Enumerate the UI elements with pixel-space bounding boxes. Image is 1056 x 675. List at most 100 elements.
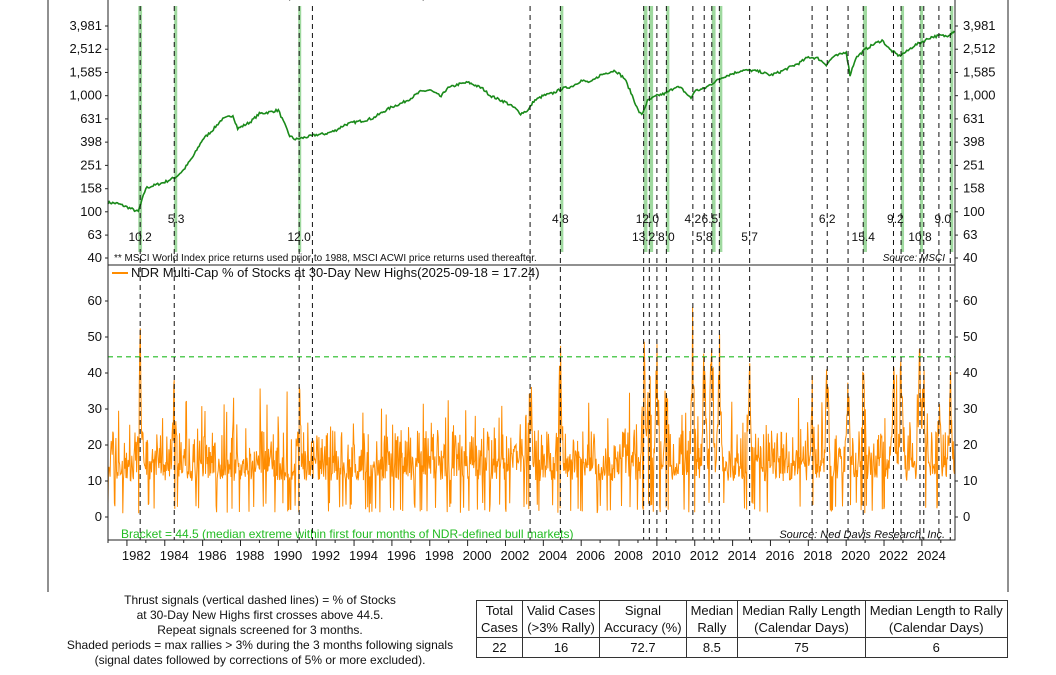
bot-ytick-right-0: 0 [963, 509, 970, 524]
top-ytick-left-9: 63 [88, 227, 102, 242]
top-ytick-right-7: 158 [963, 181, 985, 196]
xtick-label-7: 1996 [387, 548, 416, 563]
top-title: Global Stock Price Index** (2025-09-18 =… [130, 0, 427, 1]
xtick-label-20: 2022 [879, 548, 908, 563]
bot-ytick-right-3: 30 [963, 401, 977, 416]
top-ytick-left-8: 100 [80, 204, 102, 219]
top-ytick-right-10: 40 [963, 250, 977, 265]
shaded-period-top-1 [174, 6, 178, 252]
rally-label-8: 6.5 [702, 212, 719, 226]
bot-ytick-right-4: 40 [963, 365, 977, 380]
bot-ytick-left-2: 20 [88, 437, 102, 452]
note-line-4: Shaded periods = max rallies > 3% during… [66, 638, 454, 652]
rally-label-7: 4.2 [685, 212, 702, 226]
top-ytick-right-3: 1,000 [963, 88, 996, 103]
top-ytick-right-1: 2,512 [963, 41, 996, 56]
bot-ytick-left-0: 0 [95, 509, 102, 524]
header-median-rally: Median Rally [685, 600, 739, 638]
header-total-cases: Total Cases [476, 600, 523, 638]
xtick-label-18: 2018 [803, 548, 832, 563]
shaded-period-top-6 [666, 6, 670, 252]
rally-label-4: 12.0 [636, 212, 660, 226]
note-line-3: Repeat signals screened for 3 months. [157, 623, 363, 637]
xtick-label-4: 1990 [273, 548, 302, 563]
rally-label-9: 5.8 [696, 230, 713, 244]
chart-area: 3,981 3,981 2,512 2,512 1,585 1,585 1,000 1,000… [47, 0, 1009, 592]
xtick-label-17: 2016 [765, 548, 794, 563]
xtick-label-14: 2010 [652, 548, 681, 563]
note-line-1: Thrust signals (vertical dashed lines) =… [124, 593, 396, 607]
rally-label-6: 8.0 [658, 230, 675, 244]
outer-frame [47, 0, 1009, 592]
bot-ytick-left-5: 50 [88, 329, 102, 344]
top-ytick-left-5: 398 [80, 134, 102, 149]
shaded-period-top-5 [649, 6, 654, 252]
top-ytick-left-10: 40 [88, 250, 102, 265]
bot-ytick-left-3: 30 [88, 401, 102, 416]
axes: 1982 1984 1986 1988 1990 1992 1994 1996 1998 2000… [47, 0, 1009, 592]
shaded-periods [138, 6, 954, 252]
threshold-label: Bracket = 44.5 (median extreme within fi… [121, 527, 574, 541]
top-ytick-right-2: 1,585 [963, 64, 996, 79]
bot-ytick-right-5: 50 [963, 329, 977, 344]
top-ytick-right-6: 251 [963, 157, 985, 172]
shaded-period-top-11 [919, 6, 923, 252]
rally-label-11: 6.2 [819, 212, 836, 226]
top-ytick-right-5: 398 [963, 134, 985, 149]
header-valid-cases: Valid Cases (>3% Rally) [521, 600, 601, 638]
value-signal-accuracy: 72.7 [599, 637, 687, 658]
value-median-rally: 8.5 [685, 637, 739, 658]
shaded-period-top-10 [901, 6, 905, 252]
shaded-period-top-9 [863, 6, 867, 252]
top-ytick-left-1: 2,512 [69, 41, 102, 56]
shaded-period-top-4 [643, 6, 648, 252]
xtick-label-10: 2002 [500, 548, 529, 563]
plot-frame [107, 0, 956, 541]
header-median-rally-length: Median Rally Length (Calendar Days) [737, 600, 866, 638]
xtick-label-9: 2000 [463, 548, 492, 563]
bottom-panel: 0 0 10 10 20 20 30 30 40 40 50 50 60 60 NDR Multi-Cap … [88, 265, 978, 541]
xtick-label-21: 2024 [917, 548, 946, 563]
top-ytick-left-3: 1,000 [69, 88, 102, 103]
xtick-label-12: 2006 [576, 548, 605, 563]
bottom-title: NDR Multi-Cap % of Stocks at 30-Day New … [131, 265, 540, 280]
bot-ytick-left-6: 60 [88, 293, 102, 308]
top-ytick-left-7: 158 [80, 181, 102, 196]
rally-label-0: 10.2 [128, 230, 152, 244]
shaded-period-top-12 [950, 6, 954, 252]
rally-label-3: 4.8 [552, 212, 569, 226]
header-signal-accuracy: Signal Accuracy (%) [599, 600, 687, 638]
shaded-period-top-8 [719, 6, 723, 252]
xtick-label-3: 1988 [235, 548, 264, 563]
top-ytick-left-0: 3,981 [69, 18, 102, 33]
bot-ytick-right-1: 10 [963, 473, 977, 488]
value-median-length-to-rally: 6 [864, 637, 1008, 658]
top-ytick-left-2: 1,585 [69, 64, 102, 79]
signal-notes: Thrust signals (vertical dashed lines) =… [60, 593, 460, 668]
xtick-label-8: 1998 [425, 548, 454, 563]
signal-lines [139, 6, 951, 540]
xtick-label-5: 1992 [311, 548, 340, 563]
xtick-label-1: 1984 [160, 548, 189, 563]
rally-label-2: 12.0 [287, 230, 311, 244]
shaded-period-top-2 [298, 6, 302, 252]
value-median-rally-length: 75 [737, 637, 866, 658]
top-ytick-right-9: 63 [963, 227, 977, 242]
rally-label-10: 5.7 [741, 230, 758, 244]
xtick-label-13: 2008 [614, 548, 643, 563]
header-median-length-to-rally: Median Length to Rally (Calendar Days) [864, 600, 1008, 638]
value-total-cases: 22 [476, 637, 523, 658]
xtick-label-0: 1982 [122, 548, 151, 563]
bot-ytick-left-1: 10 [88, 473, 102, 488]
top-footnote: ** MSCI World Index price returns used p… [114, 253, 537, 264]
top-ytick-left-4: 631 [80, 111, 102, 126]
top-panel: 3,981 3,981 2,512 2,512 1,585 1,585 1,000 1,000… [69, 0, 995, 265]
xtick-label-2: 1986 [198, 548, 227, 563]
xtick-label-15: 2012 [690, 548, 719, 563]
xtick-label-19: 2020 [841, 548, 870, 563]
rally-label-13: 9.2 [887, 212, 904, 226]
top-source: Source: MSCI [883, 253, 945, 264]
xtick-label-16: 2014 [728, 548, 757, 563]
shaded-period-top-7 [711, 6, 716, 252]
stats-table: Total Cases Valid Cases (>3% Rally) Signal… [476, 600, 1008, 658]
